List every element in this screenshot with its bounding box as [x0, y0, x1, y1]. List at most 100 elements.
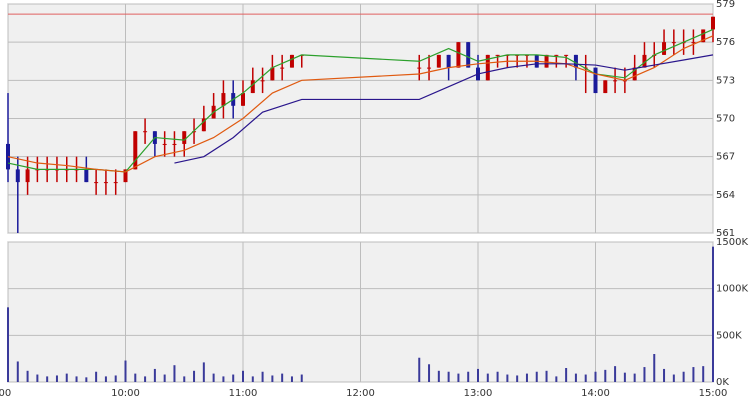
volume-bar [594, 371, 597, 382]
volume-bar [173, 365, 176, 382]
volume-bar [643, 367, 646, 382]
price-body [201, 118, 206, 132]
volume-bar [604, 369, 607, 382]
volume-bar [447, 371, 450, 382]
price-body [701, 29, 706, 43]
y-tick-label: 500K [716, 330, 742, 341]
price-body [143, 131, 148, 133]
volume-bar [163, 374, 166, 382]
volume-bar [114, 375, 117, 382]
x-tick-label: 14:00 [581, 388, 610, 399]
volume-bar [467, 371, 470, 382]
price-body [544, 54, 549, 68]
volume-bar [418, 357, 421, 382]
volume-bar [672, 374, 675, 382]
price-body [280, 67, 285, 69]
y-tick-label: 564 [716, 190, 735, 201]
volume-bar [516, 375, 519, 382]
price-body [613, 80, 618, 82]
volume-bar [300, 374, 303, 382]
volume-bar [506, 374, 509, 382]
volume-bar [46, 376, 49, 382]
price-body [573, 54, 578, 68]
x-tick-label: 11:00 [229, 388, 258, 399]
volume-bar [663, 368, 666, 382]
volume-bar [26, 370, 29, 382]
x-tick-label: 13:00 [464, 388, 493, 399]
price-body [642, 54, 647, 68]
volume-bar [682, 371, 685, 382]
volume-bar [281, 373, 284, 382]
price-body [250, 80, 255, 94]
volume-bar [614, 366, 617, 382]
volume-bar [36, 374, 39, 382]
x-tick-label: 9:00 [0, 388, 11, 399]
volume-bar [212, 373, 215, 382]
volume-bar [486, 373, 489, 382]
y-tick-label: 576 [716, 37, 735, 48]
y-tick-label: 579 [716, 0, 735, 10]
volume-bar [222, 376, 225, 382]
price-body [662, 42, 667, 55]
price-body [15, 169, 20, 183]
volume-bar [633, 373, 636, 382]
volume-bar [144, 376, 147, 382]
x-tick-label: 12:00 [346, 388, 375, 399]
volume-bar [535, 371, 538, 382]
volume-bar [183, 376, 186, 382]
price-body [6, 143, 10, 170]
price-body [84, 169, 89, 183]
price-body [671, 42, 676, 44]
x-tick-label: 15:00 [699, 388, 728, 399]
volume-bar [242, 370, 244, 382]
price-body [564, 54, 569, 56]
volume-bar [85, 377, 88, 382]
volume-bar [55, 375, 58, 382]
volume-bar [104, 376, 107, 382]
price-body [270, 67, 275, 81]
volume-bar [428, 364, 431, 382]
price-body [603, 80, 608, 94]
volume-bar [261, 371, 264, 382]
volume-bar [124, 360, 127, 382]
volume-bar [437, 370, 440, 382]
volume-bar [584, 374, 587, 382]
volume-bar [574, 373, 577, 382]
y-tick-label: 573 [716, 75, 735, 86]
volume-bar [702, 366, 705, 382]
price-body [289, 54, 294, 68]
price-body [427, 67, 432, 69]
price-body [162, 143, 167, 145]
volume-bar [16, 361, 19, 382]
price-body [241, 93, 245, 106]
volume-bar [692, 367, 695, 382]
volume-bar [202, 362, 205, 382]
price-body [446, 54, 451, 68]
price-body [103, 182, 108, 184]
volume-bar [75, 376, 78, 382]
price-body [593, 67, 598, 94]
volume-bar [457, 373, 460, 382]
price-body [123, 169, 128, 183]
price-body [25, 169, 30, 183]
price-body [485, 54, 490, 81]
y-tick-label: 561 [716, 228, 735, 239]
y-tick-label: 1500K [716, 237, 748, 248]
volume-bar [134, 373, 137, 382]
price-body [495, 54, 500, 56]
volume-bar [153, 368, 156, 382]
volume-bar [271, 375, 274, 382]
y-tick-label: 0K [716, 377, 729, 388]
price-body [172, 143, 177, 145]
volume-bar [496, 371, 499, 382]
price-body [456, 42, 461, 68]
volume-bar [545, 370, 548, 382]
volume-bar [193, 370, 196, 382]
price-body [711, 16, 715, 30]
price-body [632, 67, 637, 81]
y-tick-label: 567 [716, 152, 735, 163]
price-body [221, 93, 226, 106]
volume-bar [290, 376, 293, 382]
price-body [113, 182, 118, 184]
y-tick-label: 570 [716, 114, 735, 125]
